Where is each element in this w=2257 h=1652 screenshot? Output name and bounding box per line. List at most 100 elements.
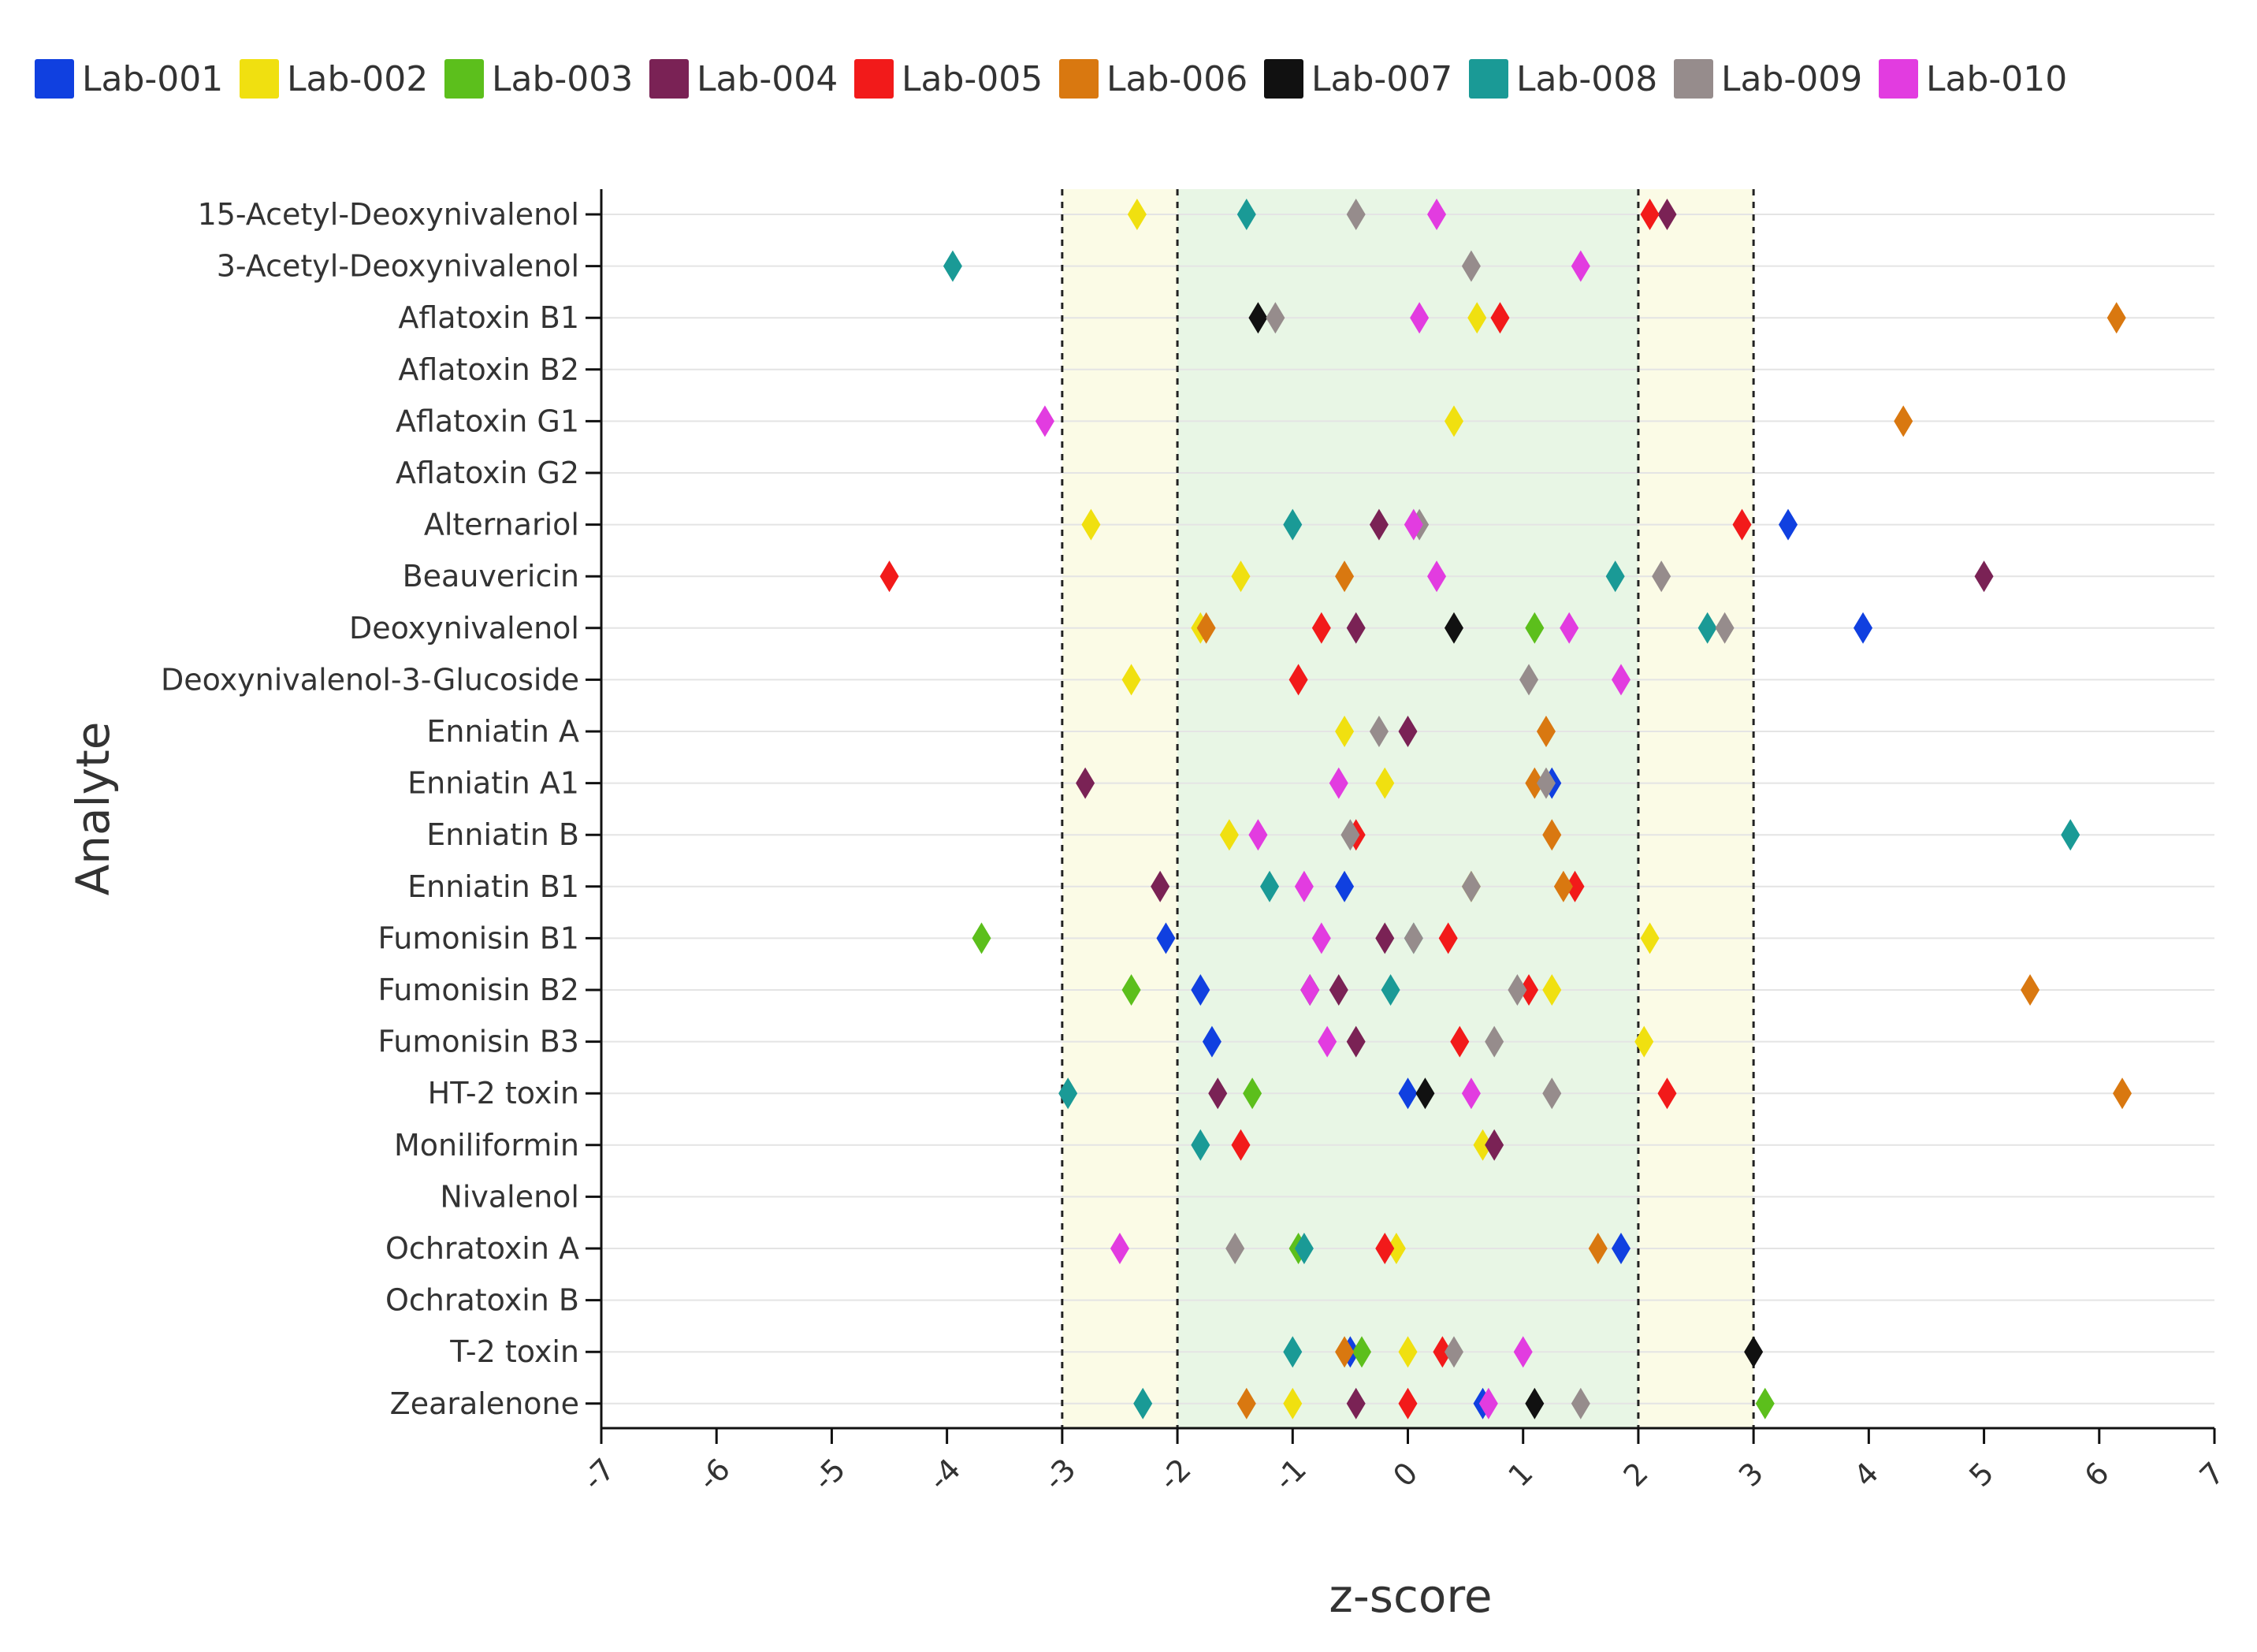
legend-item-lab-004[interactable]: Lab-004 bbox=[649, 55, 838, 102]
marker-lab-008-alternariol[interactable] bbox=[1283, 508, 1303, 541]
marker-lab-010-enniatin-b[interactable] bbox=[1248, 819, 1268, 851]
marker-lab-006-beauvericin[interactable] bbox=[1335, 560, 1355, 593]
marker-lab-009-beauvericin[interactable] bbox=[1652, 560, 1671, 593]
marker-lab-007-aflatoxin-b1[interactable] bbox=[1248, 302, 1268, 334]
marker-lab-009-enniatin-a1[interactable] bbox=[1536, 767, 1556, 799]
marker-lab-004-enniatin-b1[interactable] bbox=[1151, 870, 1170, 902]
marker-lab-002-fumonisin-b2[interactable] bbox=[1542, 974, 1562, 1006]
marker-lab-005-moniliformin[interactable] bbox=[1231, 1129, 1251, 1161]
marker-lab-005-alternariol[interactable] bbox=[1732, 508, 1752, 541]
marker-lab-005-t-2-toxin[interactable] bbox=[1433, 1336, 1452, 1368]
marker-lab-009-t-2-toxin[interactable] bbox=[1444, 1336, 1463, 1368]
legend-item-lab-003[interactable]: Lab-003 bbox=[444, 55, 633, 102]
marker-lab-003-ht-2-toxin[interactable] bbox=[1243, 1077, 1262, 1110]
marker-lab-006-fumonisin-b2[interactable] bbox=[2021, 974, 2040, 1006]
marker-lab-002-15-acetyl-deoxynivalenol[interactable] bbox=[1127, 199, 1147, 230]
marker-lab-006-deoxynivalenol[interactable] bbox=[1196, 612, 1216, 644]
marker-lab-005-fumonisin-b2[interactable] bbox=[1519, 974, 1539, 1006]
legend-item-lab-002[interactable]: Lab-002 bbox=[240, 55, 428, 102]
marker-lab-005-ochratoxin-a[interactable] bbox=[1375, 1233, 1395, 1264]
marker-lab-010-3-acetyl-deoxynivalenol[interactable] bbox=[1571, 250, 1590, 282]
marker-lab-005-deoxynivalenol-3-glucoside[interactable] bbox=[1288, 664, 1308, 696]
marker-lab-002-enniatin-b[interactable] bbox=[1219, 819, 1239, 851]
marker-lab-002-aflatoxin-b1[interactable] bbox=[1467, 302, 1487, 334]
marker-lab-009-15-acetyl-deoxynivalenol[interactable] bbox=[1346, 199, 1366, 230]
marker-lab-002-beauvericin[interactable] bbox=[1231, 560, 1251, 593]
marker-lab-006-ht-2-toxin[interactable] bbox=[2113, 1077, 2132, 1110]
marker-lab-003-deoxynivalenol[interactable] bbox=[1525, 612, 1545, 644]
marker-lab-010-aflatoxin-b1[interactable] bbox=[1410, 302, 1430, 334]
marker-lab-005-fumonisin-b3[interactable] bbox=[1450, 1025, 1470, 1058]
marker-lab-003-zearalenone[interactable] bbox=[1755, 1387, 1775, 1419]
marker-lab-009-aflatoxin-b1[interactable] bbox=[1266, 302, 1285, 334]
marker-lab-009-fumonisin-b1[interactable] bbox=[1404, 922, 1423, 954]
marker-lab-006-enniatin-a1[interactable] bbox=[1525, 767, 1545, 799]
marker-lab-006-aflatoxin-g1[interactable] bbox=[1894, 405, 1913, 437]
marker-lab-009-3-acetyl-deoxynivalenol[interactable] bbox=[1461, 250, 1481, 282]
marker-lab-004-zearalenone[interactable] bbox=[1346, 1387, 1366, 1419]
marker-lab-008-3-acetyl-deoxynivalenol[interactable] bbox=[943, 250, 962, 282]
marker-lab-002-zearalenone[interactable] bbox=[1283, 1387, 1303, 1419]
marker-lab-005-beauvericin[interactable] bbox=[879, 560, 899, 593]
marker-lab-010-enniatin-b1[interactable] bbox=[1294, 870, 1314, 902]
marker-lab-010-fumonisin-b1[interactable] bbox=[1311, 922, 1331, 954]
marker-lab-009-enniatin-a[interactable] bbox=[1369, 716, 1389, 747]
marker-lab-001-ochratoxin-a[interactable] bbox=[1611, 1233, 1630, 1264]
marker-lab-010-beauvericin[interactable] bbox=[1427, 560, 1447, 593]
marker-lab-005-deoxynivalenol[interactable] bbox=[1311, 612, 1331, 644]
marker-lab-008-beauvericin[interactable] bbox=[1605, 560, 1625, 593]
marker-lab-009-enniatin-b[interactable] bbox=[1340, 819, 1360, 851]
marker-lab-002-t-2-toxin[interactable] bbox=[1398, 1336, 1418, 1368]
marker-lab-006-enniatin-b1[interactable] bbox=[1553, 870, 1573, 902]
legend-item-lab-006[interactable]: Lab-006 bbox=[1059, 55, 1247, 102]
marker-lab-010-fumonisin-b2[interactable] bbox=[1300, 974, 1320, 1006]
marker-lab-004-alternariol[interactable] bbox=[1369, 508, 1389, 541]
marker-lab-004-enniatin-a[interactable] bbox=[1398, 716, 1418, 747]
marker-lab-008-ochratoxin-a[interactable] bbox=[1294, 1233, 1314, 1264]
marker-lab-005-fumonisin-b1[interactable] bbox=[1438, 922, 1458, 954]
marker-lab-001-alternariol[interactable] bbox=[1779, 508, 1798, 541]
legend-item-lab-001[interactable]: Lab-001 bbox=[35, 55, 223, 102]
marker-lab-003-fumonisin-b2[interactable] bbox=[1121, 974, 1141, 1006]
marker-lab-005-enniatin-b1[interactable] bbox=[1565, 870, 1585, 902]
marker-lab-008-ht-2-toxin[interactable] bbox=[1058, 1077, 1078, 1110]
marker-lab-007-ht-2-toxin[interactable] bbox=[1415, 1077, 1435, 1110]
marker-lab-009-fumonisin-b3[interactable] bbox=[1485, 1025, 1504, 1058]
legend-item-lab-008[interactable]: Lab-008 bbox=[1469, 55, 1657, 102]
marker-lab-002-alternariol[interactable] bbox=[1081, 508, 1101, 541]
marker-lab-008-enniatin-b[interactable] bbox=[2061, 819, 2080, 851]
marker-lab-010-deoxynivalenol-3-glucoside[interactable] bbox=[1611, 664, 1630, 696]
marker-lab-010-zearalenone[interactable] bbox=[1478, 1387, 1498, 1419]
marker-lab-002-fumonisin-b3[interactable] bbox=[1634, 1025, 1654, 1058]
marker-lab-004-fumonisin-b1[interactable] bbox=[1375, 922, 1395, 954]
marker-lab-009-ochratoxin-a[interactable] bbox=[1225, 1233, 1245, 1264]
marker-lab-005-15-acetyl-deoxynivalenol[interactable] bbox=[1640, 199, 1660, 230]
marker-lab-010-deoxynivalenol[interactable] bbox=[1560, 612, 1579, 644]
marker-lab-010-t-2-toxin[interactable] bbox=[1513, 1336, 1533, 1368]
marker-lab-008-fumonisin-b2[interactable] bbox=[1381, 974, 1400, 1006]
marker-lab-002-ochratoxin-a[interactable] bbox=[1386, 1233, 1406, 1264]
marker-lab-006-ochratoxin-a[interactable] bbox=[1588, 1233, 1608, 1264]
marker-lab-001-enniatin-b1[interactable] bbox=[1335, 870, 1355, 902]
marker-lab-001-deoxynivalenol[interactable] bbox=[1854, 612, 1873, 644]
marker-lab-002-aflatoxin-g1[interactable] bbox=[1444, 405, 1463, 437]
marker-lab-010-enniatin-a1[interactable] bbox=[1329, 767, 1348, 799]
marker-lab-004-ht-2-toxin[interactable] bbox=[1208, 1077, 1228, 1110]
legend-item-lab-010[interactable]: Lab-010 bbox=[1879, 55, 2067, 102]
legend-item-lab-005[interactable]: Lab-005 bbox=[854, 55, 1043, 102]
marker-lab-003-t-2-toxin[interactable] bbox=[1352, 1336, 1372, 1368]
marker-lab-004-15-acetyl-deoxynivalenol[interactable] bbox=[1657, 199, 1677, 230]
marker-lab-010-ht-2-toxin[interactable] bbox=[1461, 1077, 1481, 1110]
marker-lab-002-enniatin-a1[interactable] bbox=[1375, 767, 1395, 799]
marker-lab-010-15-acetyl-deoxynivalenol[interactable] bbox=[1427, 199, 1447, 230]
marker-lab-009-zearalenone[interactable] bbox=[1571, 1387, 1590, 1419]
marker-lab-007-zearalenone[interactable] bbox=[1525, 1387, 1545, 1419]
marker-lab-008-moniliformin[interactable] bbox=[1191, 1129, 1210, 1161]
marker-lab-009-ht-2-toxin[interactable] bbox=[1542, 1077, 1562, 1110]
marker-lab-002-fumonisin-b1[interactable] bbox=[1640, 922, 1660, 954]
marker-lab-002-deoxynivalenol-3-glucoside[interactable] bbox=[1121, 664, 1141, 696]
marker-lab-008-t-2-toxin[interactable] bbox=[1283, 1336, 1303, 1368]
marker-lab-006-zearalenone[interactable] bbox=[1236, 1387, 1256, 1419]
marker-lab-010-aflatoxin-g1[interactable] bbox=[1035, 405, 1054, 437]
marker-lab-010-ochratoxin-a[interactable] bbox=[1110, 1233, 1129, 1264]
